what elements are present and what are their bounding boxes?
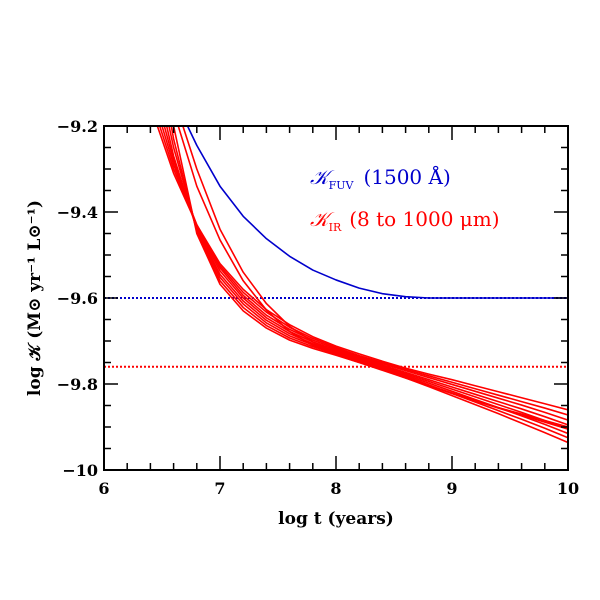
y-tick-label: −9.8 [57,375,98,394]
legend-ir-subscript: IR [329,221,342,234]
y-tick-label: −9.4 [57,203,98,222]
y-axis-title: log 𝒦 (M⊙ yr⁻¹ L⊙⁻¹) [25,200,45,396]
series-line-ir-1 [156,126,568,411]
series-line-ir-5 [165,126,568,430]
x-axis-title: log t (years) [278,509,394,529]
legend: 𝒦FUV (1500 Å) 𝒦IR (8 to 1000 μm) [310,164,500,234]
y-tick-label: −10 [62,461,98,480]
series-line-ir-10 [182,126,568,428]
legend-fuv: 𝒦FUV (1500 Å) [310,164,451,192]
series-line-ir-4 [163,126,568,426]
series-line-fuv [186,126,568,299]
x-tick-label: 8 [330,479,341,498]
legend-fuv-subscript: FUV [329,179,355,192]
series-layer [156,126,568,444]
tick-labels: 6 7 8 9 10 −10 −9.8 −9.6 −9.4 −9.2 [57,117,579,498]
reference-lines [104,297,568,368]
legend-ir-text: (8 to 1000 μm) [349,207,499,231]
legend-ir: 𝒦IR (8 to 1000 μm) [310,207,500,234]
y-tick-label: −9.2 [57,117,98,136]
x-tick-label: 10 [557,479,579,498]
y-tick-label: −9.6 [57,289,98,308]
series-line-ir-2 [158,126,568,416]
axis-ticks [103,125,569,471]
x-tick-label: 9 [446,479,457,498]
series-line-ir-3 [161,126,568,421]
legend-fuv-text: (1500 Å) [363,164,450,189]
x-tick-label: 6 [98,479,109,498]
x-tick-label: 7 [214,479,225,498]
